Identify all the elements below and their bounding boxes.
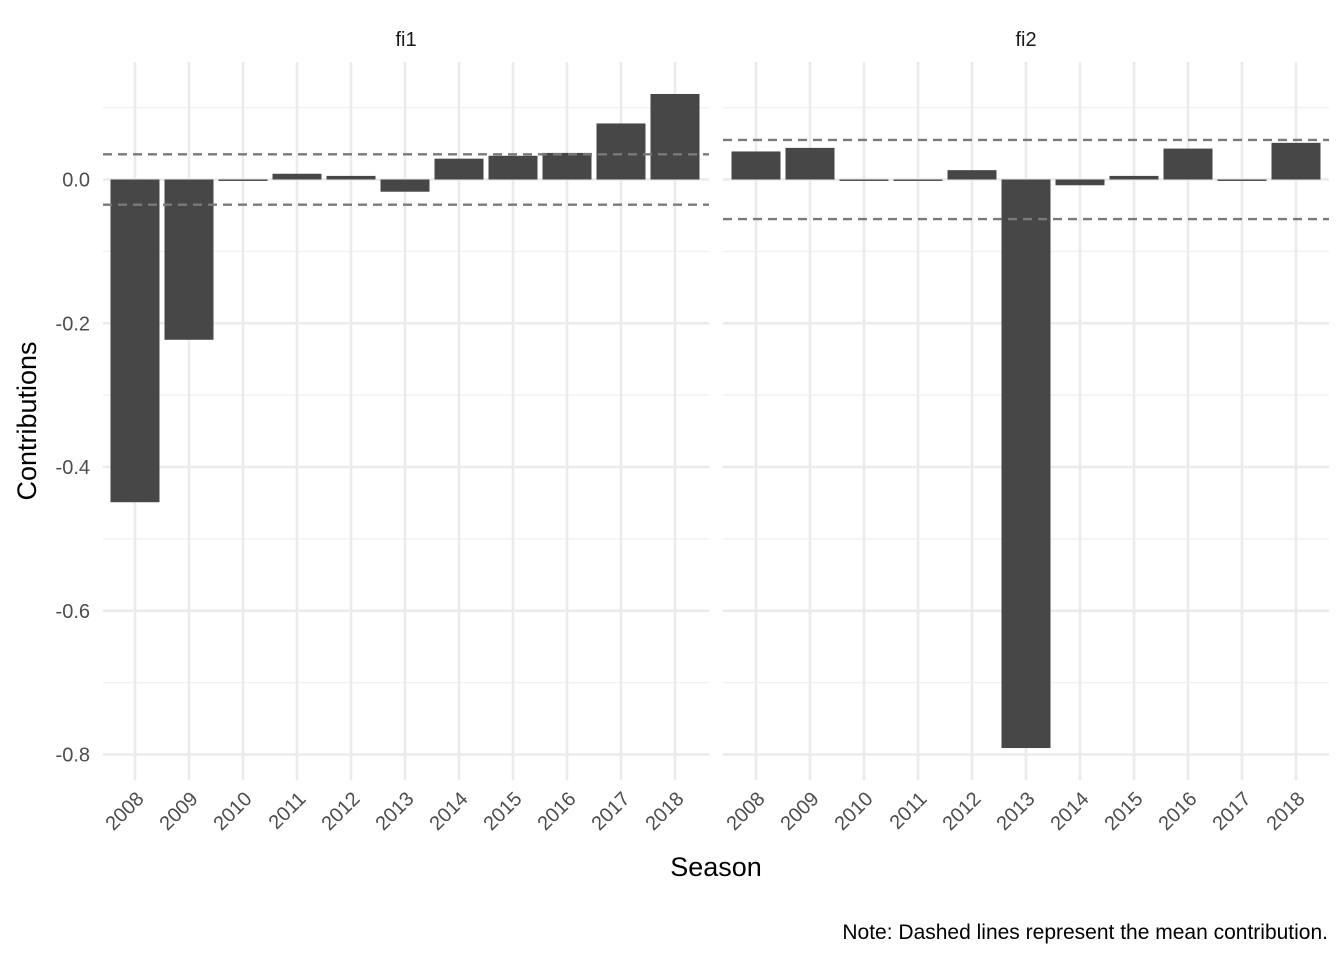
x-tick-label: 2013 (372, 788, 419, 835)
x-tick-label: 2011 (265, 788, 311, 834)
bar-fi2-2008 (731, 151, 781, 180)
x-tick-label: 2018 (642, 788, 689, 835)
x-tick-label: 2012 (939, 788, 986, 835)
bar-fi1-2015 (488, 155, 538, 180)
x-tick-label: 2012 (318, 788, 365, 835)
facet-label-fi2: fi2 (1015, 29, 1036, 51)
bar-fi1-2013 (380, 179, 430, 192)
bar-fi1-2018 (650, 93, 700, 180)
bar-fi1-2012 (326, 175, 376, 180)
x-tick-label: 2016 (534, 788, 581, 835)
x-tick-label: 2013 (993, 788, 1040, 835)
x-tick-label: 2008 (723, 788, 770, 835)
bar-fi1-2009 (164, 179, 214, 340)
y-tick-label: -0.6 (56, 601, 90, 623)
y-tick-label: 0.0 (62, 170, 90, 192)
bar-fi1-2010 (218, 179, 268, 181)
x-tick-label: 2011 (886, 788, 932, 834)
x-axis-title: Season (670, 852, 762, 882)
x-tick-label: 2009 (777, 788, 824, 835)
chart-caption: Note: Dashed lines represent the mean co… (842, 921, 1328, 944)
bar-fi2-2011 (893, 179, 943, 181)
bar-fi2-2016 (1163, 148, 1213, 180)
bar-fi2-2012 (947, 170, 997, 180)
x-tick-label: 2009 (156, 788, 203, 835)
x-tick-label: 2008 (102, 788, 149, 835)
bar-fi2-2013 (1001, 179, 1051, 749)
bar-fi2-2014 (1055, 179, 1105, 186)
y-axis: -0.8 -0.6 -0.4 -0.2 0.0 (56, 170, 90, 767)
bar-fi2-2010 (839, 179, 889, 181)
x-tick-label: 2014 (1047, 788, 1094, 835)
bar-fi2-2017 (1217, 179, 1267, 181)
bar-fi2-2009 (785, 147, 835, 180)
bar-fi1-2011 (272, 173, 322, 180)
x-tick-label: 2010 (831, 788, 878, 835)
y-tick-label: -0.8 (56, 745, 90, 767)
x-tick-label: 2018 (1263, 788, 1310, 835)
x-tick-label: 2010 (210, 788, 257, 835)
bar-fi1-2016 (542, 152, 592, 180)
y-tick-label: -0.4 (56, 457, 90, 479)
y-axis-title: Contributions (12, 341, 42, 500)
x-tick-label: 2015 (480, 788, 527, 835)
x-tick-label: 2014 (426, 788, 473, 835)
bar-fi2-2015 (1109, 175, 1159, 180)
x-tick-label: 2017 (1209, 788, 1256, 835)
y-tick-label: -0.2 (56, 313, 90, 335)
x-tick-label: 2015 (1101, 788, 1148, 835)
facet-label-fi1: fi1 (395, 29, 416, 51)
bar-fi1-2014 (434, 158, 484, 180)
x-tick-label: 2017 (588, 788, 635, 835)
bar-fi1-2008 (110, 179, 160, 503)
x-tick-label: 2016 (1155, 788, 1202, 835)
bar-fi1-2017 (596, 123, 646, 180)
bar-fi2-2018 (1271, 142, 1321, 180)
